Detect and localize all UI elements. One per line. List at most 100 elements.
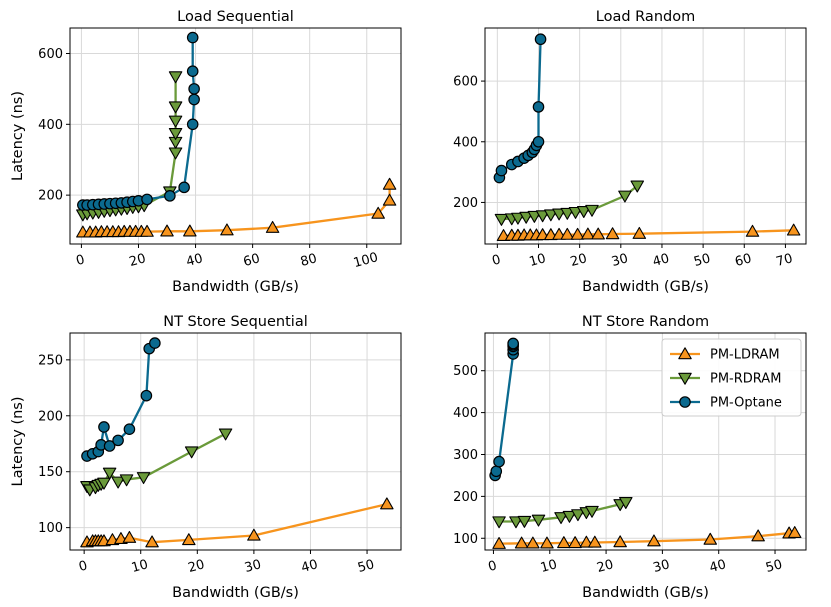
data-point-rdram <box>577 206 591 218</box>
legend-box <box>661 338 802 417</box>
data-point-optane <box>507 337 519 350</box>
x-tick-label: 10 <box>539 557 559 576</box>
legend-label-rdram: PM-RDRAM <box>710 372 781 387</box>
x-tick-label: 40 <box>300 557 320 576</box>
x-tick-label: 0 <box>490 252 502 269</box>
data-point-rdram <box>562 510 577 523</box>
data-point-rdram <box>168 115 183 128</box>
data-point-rdram <box>517 515 532 528</box>
data-point-rdram <box>552 208 566 221</box>
legend-label-optane: PM-Optane <box>710 396 782 411</box>
data-point-ldram <box>140 224 154 237</box>
y-tick-label: 250 <box>38 353 63 368</box>
data-point-ldram <box>647 534 661 547</box>
data-point-ldram <box>588 535 602 548</box>
data-point-ldram <box>492 536 506 549</box>
data-point-optane <box>140 389 153 402</box>
x-tick-label: 40 <box>708 557 728 576</box>
data-point-ldram <box>526 536 540 549</box>
data-point-rdram <box>585 204 599 217</box>
data-point-rdram <box>618 190 632 203</box>
data-point-ldram <box>220 223 234 236</box>
x-tick-label: 30 <box>610 251 630 270</box>
x-axis-label: Bandwidth (GB/s) <box>172 585 299 601</box>
data-point-optane <box>493 455 505 468</box>
x-tick-label: 0 <box>487 558 499 575</box>
data-point-rdram <box>571 509 585 522</box>
series-line-optane <box>493 343 515 476</box>
data-point-optane <box>188 93 200 106</box>
data-point-rdram <box>560 207 575 220</box>
data-point-rdram <box>184 446 199 459</box>
data-point-ldram <box>751 529 765 542</box>
data-point-ldram <box>613 535 627 548</box>
axes-frame <box>484 332 807 551</box>
data-point-rdram <box>492 516 506 529</box>
legend-marker-ldram <box>678 347 692 360</box>
data-point-ldram <box>371 206 385 219</box>
x-tick-label: 60 <box>733 251 753 270</box>
data-point-optane <box>123 423 136 435</box>
subplot-title: NT Store Random <box>582 314 709 330</box>
data-point-ldram <box>514 536 529 549</box>
data-point-optane <box>490 465 503 478</box>
x-tick-label: 50 <box>356 557 376 576</box>
data-point-rdram <box>511 212 525 225</box>
subplot-2: 0 10 20 30 40 50 60 70 200 400 600 Load Random Bandw… <box>453 9 807 295</box>
data-point-rdram <box>568 206 583 219</box>
data-point-rdram <box>630 180 645 193</box>
data-point-rdram <box>554 512 568 525</box>
data-point-rdram <box>519 211 533 224</box>
data-point-ldram <box>579 535 594 548</box>
data-point-ldram <box>568 536 582 549</box>
axes-frame <box>69 332 402 551</box>
x-tick-label: 70 <box>775 251 795 270</box>
data-point-optane <box>534 33 547 46</box>
data-point-ldram <box>247 528 261 541</box>
y-tick-label: 150 <box>38 465 63 480</box>
x-tick-label: 20 <box>128 251 148 270</box>
y-tick-label: 400 <box>453 406 478 421</box>
y-tick-label: 100 <box>453 532 478 547</box>
x-tick-label: 20 <box>569 251 589 270</box>
y-tick-label: 400 <box>453 135 478 150</box>
data-point-rdram <box>527 210 542 223</box>
legend-marker-rdram <box>678 372 692 385</box>
data-point-optane <box>164 190 176 202</box>
x-tick-label: 0 <box>77 558 89 575</box>
data-point-optane <box>98 421 110 433</box>
data-point-ldram <box>787 526 802 539</box>
data-point-ldram <box>540 536 554 549</box>
data-point-ldram <box>591 227 605 240</box>
data-point-optane <box>532 135 545 148</box>
y-axis-label: Latency (ns) <box>10 397 26 487</box>
data-point-rdram <box>494 213 509 226</box>
data-point-rdram <box>168 127 183 140</box>
x-axis-label: Bandwidth (GB/s) <box>172 279 299 295</box>
x-axis-label: Bandwidth (GB/s) <box>582 585 709 601</box>
data-point-optane <box>188 83 200 95</box>
data-point-ldram <box>570 227 585 240</box>
data-point-ldram <box>265 220 280 233</box>
data-point-optane <box>532 101 545 113</box>
axes-frame <box>69 27 402 245</box>
x-tick-label: 40 <box>651 251 671 270</box>
data-point-rdram <box>168 71 183 84</box>
y-tick-label: 200 <box>453 490 478 505</box>
data-point-ldram <box>703 532 718 545</box>
data-point-rdram <box>531 514 546 527</box>
data-point-ldram <box>382 177 397 190</box>
x-tick-label: 60 <box>242 251 262 270</box>
data-point-optane <box>112 434 124 447</box>
data-point-ldram <box>182 533 196 546</box>
legend-marker-optane <box>679 396 691 408</box>
legend-label-ldram: PM-LDRAM <box>710 348 780 363</box>
data-point-rdram <box>509 516 523 529</box>
data-point-ldram <box>581 227 595 240</box>
data-point-optane <box>103 440 116 452</box>
data-point-rdram <box>168 147 183 160</box>
series-line-rdram <box>82 76 177 216</box>
data-point-optane <box>149 337 161 349</box>
y-axis-label: Latency (ns) <box>10 91 26 181</box>
